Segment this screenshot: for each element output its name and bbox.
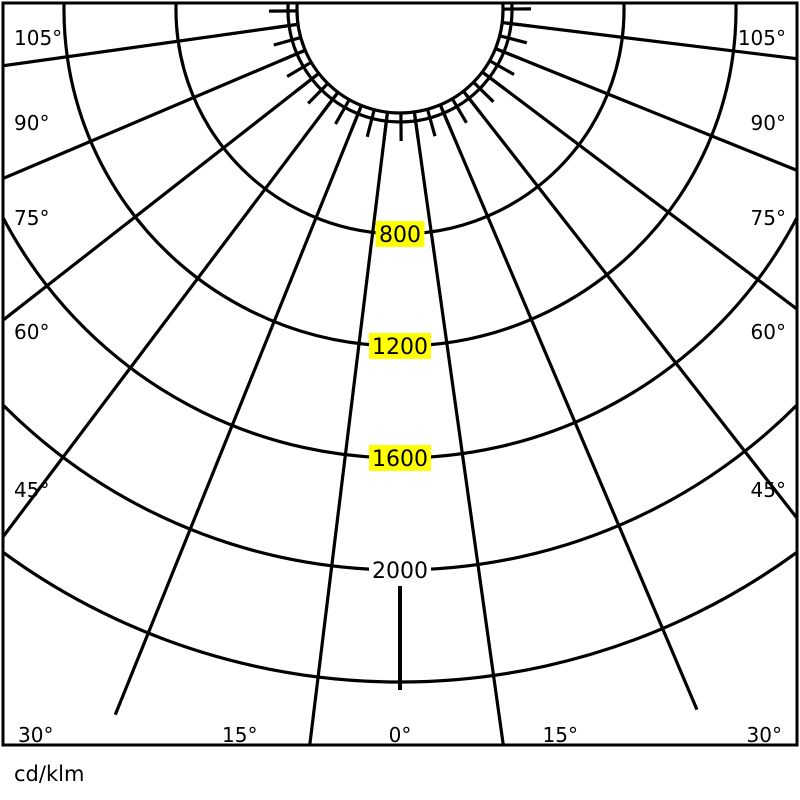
angle-label-right-45: 45° xyxy=(751,478,786,502)
angle-label-right-15: 15° xyxy=(543,723,578,747)
grid-ray--22 xyxy=(113,104,363,716)
angle-label-left-45: 45° xyxy=(14,478,49,502)
grid-spoke--22 xyxy=(349,104,363,133)
grid-ray-68 xyxy=(494,47,797,173)
grid-spoke--67 xyxy=(278,48,306,63)
grid-spoke-75.5 xyxy=(499,34,528,45)
grid-ray-53 xyxy=(481,70,797,312)
angle-label-nadir-0: 0° xyxy=(389,723,412,747)
grid-ray--67 xyxy=(3,48,306,181)
grid-spoke--37 xyxy=(319,91,340,116)
radial-label-backdrop-1600 xyxy=(369,445,431,471)
grid-spoke--44.5 xyxy=(307,82,329,105)
grid-spoke--7 xyxy=(382,112,390,141)
angular-tick-labels: 105° 105° 90° 90° 75° 75° 60° 60° 45° 45° 30° 30° 15… xyxy=(14,26,786,747)
angle-label-left-75: 75° xyxy=(14,206,49,230)
angle-label-right-60: 60° xyxy=(751,320,786,344)
angle-label-left-90: 90° xyxy=(14,111,49,135)
chart-frame xyxy=(1,1,799,747)
grid-spoke--14.5 xyxy=(365,109,376,138)
angle-label-right-30: 30° xyxy=(747,723,782,747)
grid-ray--52 xyxy=(3,72,320,323)
grid-spoke-68 xyxy=(494,47,523,61)
angle-label-left-105: 105° xyxy=(14,26,62,50)
grid-spoke-15.5 xyxy=(425,108,437,137)
grid-spoke-45.5 xyxy=(472,81,495,103)
grid-ray-23 xyxy=(438,104,699,711)
grid-ray-8 xyxy=(412,111,505,745)
radial-tick-label-1200: 1200 xyxy=(372,335,428,360)
radial-tick-label-1600: 1600 xyxy=(372,447,428,472)
angle-label-right-105: 105° xyxy=(738,26,786,50)
radial-tick-labels: 800 1200 1600 2000 xyxy=(369,221,431,584)
radial-tick-label-800: 800 xyxy=(379,223,421,248)
angle-label-left-60: 60° xyxy=(14,320,49,344)
grid-spoke-8 xyxy=(412,111,420,140)
grid-spoke-38 xyxy=(462,90,482,115)
radial-label-backdrop-1200 xyxy=(369,333,431,359)
grid-spoke-60.5 xyxy=(488,59,515,76)
radial-label-backdrop-2000 xyxy=(369,557,431,583)
grid-spoke--82 xyxy=(270,22,299,30)
grid-ray--82 xyxy=(3,22,299,68)
angle-label-left-15: 15° xyxy=(222,723,257,747)
angle-label-right-90: 90° xyxy=(751,111,786,135)
grid-spoke--52 xyxy=(295,72,320,92)
angle-label-right-75: 75° xyxy=(751,206,786,230)
grid-spoke-30.5 xyxy=(450,97,468,124)
grid-ray--37 xyxy=(3,91,340,540)
grid-spoke-53 xyxy=(481,70,506,91)
grid-spoke--59.5 xyxy=(286,60,313,78)
grid-spoke-23 xyxy=(438,104,453,132)
grid-spoke-83 xyxy=(502,20,531,28)
grid-spoke--74.5 xyxy=(273,35,302,47)
luminaire-circle xyxy=(295,3,505,115)
unit-label: cd/klm xyxy=(14,762,85,786)
grid-spoke--29.5 xyxy=(334,98,351,125)
radial-label-backdrop-800 xyxy=(375,221,425,247)
grid-ray-83 xyxy=(502,20,797,61)
radial-tick-label-2000: 2000 xyxy=(372,559,428,584)
angle-label-left-30: 30° xyxy=(18,723,53,747)
grid-ray--7 xyxy=(308,112,390,745)
grid-ray-38 xyxy=(462,90,797,521)
